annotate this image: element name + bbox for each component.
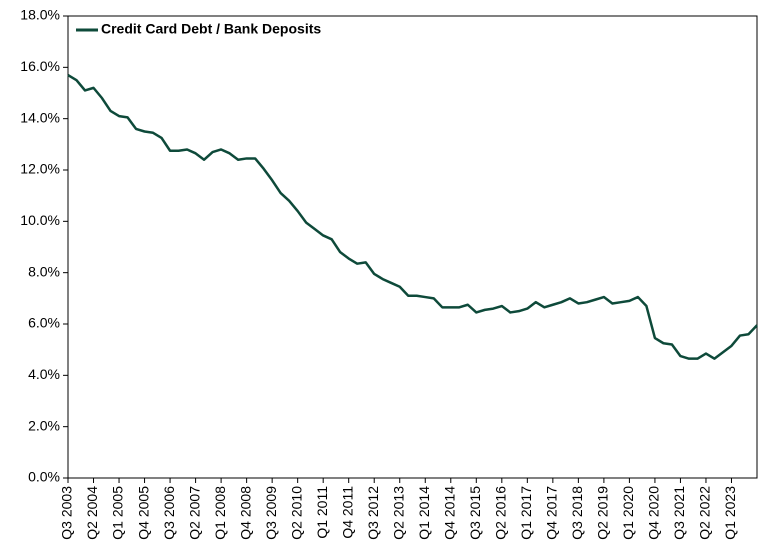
x-tick-label: Q3 2015 [467, 486, 483, 540]
x-tick-label: Q2 2022 [697, 486, 713, 540]
y-tick-label: 16.0% [20, 58, 60, 74]
x-tick-label: Q4 2011 [339, 486, 355, 539]
x-tick-label: Q2 2016 [493, 486, 509, 540]
x-tick-label: Q2 2004 [84, 486, 100, 540]
y-tick-label: 12.0% [20, 161, 60, 177]
y-tick-label: 18.0% [20, 7, 60, 23]
y-tick-label: 8.0% [28, 263, 60, 279]
x-tick-label: Q3 2009 [263, 486, 279, 540]
x-tick-label: Q1 2008 [212, 486, 228, 540]
x-tick-label: Q4 2008 [237, 486, 253, 540]
y-tick-label: 0.0% [28, 469, 60, 485]
y-tick-label: 10.0% [20, 212, 60, 228]
y-tick-label: 14.0% [20, 109, 60, 125]
x-tick-label: Q4 2020 [646, 486, 662, 540]
x-tick-label: Q3 2003 [59, 486, 75, 540]
x-tick-label: Q1 2011 [314, 486, 330, 539]
x-tick-label: Q4 2017 [544, 486, 560, 540]
y-tick-label: 6.0% [28, 315, 60, 331]
y-tick-label: 2.0% [28, 417, 60, 433]
x-tick-label: Q1 2023 [722, 486, 738, 540]
x-tick-label: Q2 2013 [390, 486, 406, 540]
x-tick-label: Q4 2005 [135, 486, 151, 540]
x-tick-label: Q1 2017 [518, 486, 534, 540]
x-tick-label: Q3 2018 [569, 486, 585, 540]
x-tick-label: Q1 2020 [620, 486, 636, 540]
x-tick-label: Q3 2021 [671, 486, 687, 540]
y-tick-label: 4.0% [28, 366, 60, 382]
plot-frame [67, 15, 758, 479]
x-tick-label: Q2 2019 [595, 486, 611, 540]
data-line [67, 73, 758, 360]
x-tick-label: Q3 2006 [161, 486, 177, 540]
x-tick-label: Q1 2005 [110, 486, 126, 540]
legend-label: Credit Card Debt / Bank Deposits [101, 21, 321, 37]
x-tick-label: Q1 2014 [416, 486, 432, 540]
x-tick-label: Q2 2007 [186, 486, 202, 540]
x-tick-label: Q4 2014 [441, 486, 457, 540]
x-tick-label: Q3 2012 [365, 486, 381, 540]
x-tick-label: Q2 2010 [288, 486, 304, 540]
